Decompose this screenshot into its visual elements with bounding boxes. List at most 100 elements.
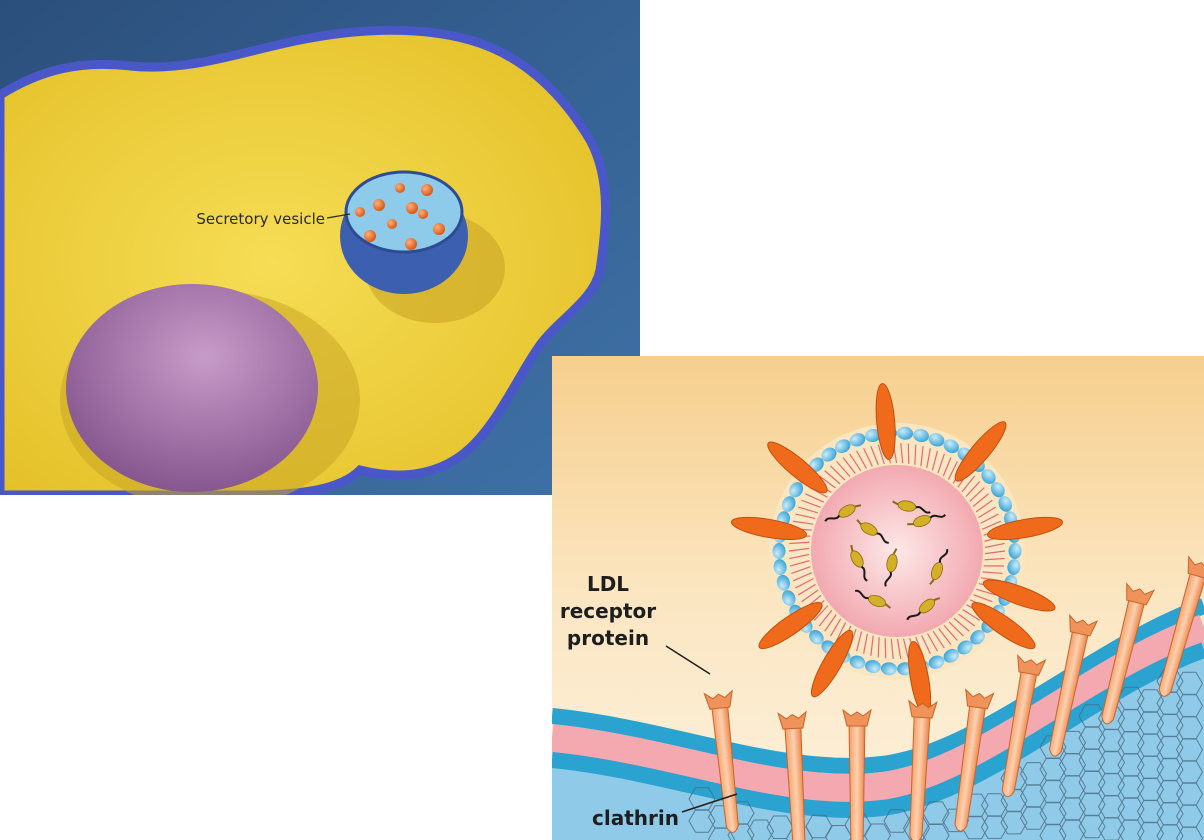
phospholipid-head <box>809 630 824 645</box>
phospholipid-tail <box>984 542 1005 549</box>
granule <box>364 230 376 242</box>
phospholipid-head <box>1007 559 1021 576</box>
phospholipid-head <box>990 482 1005 498</box>
ldl-receptor <box>1101 582 1155 725</box>
membrane-outer-leaflet <box>552 598 1204 774</box>
phospholipid-tail <box>942 457 952 477</box>
clathrin-hex <box>1156 824 1184 840</box>
clathrin-hex <box>805 814 833 839</box>
cell-illustration-panel: Secretory vesicle <box>0 0 640 495</box>
phospholipid-head <box>849 655 866 669</box>
ldl-receptor <box>1001 654 1047 798</box>
phospholipid-tail <box>818 475 836 489</box>
phospholipid-tail <box>937 453 945 474</box>
phospholipid-head <box>928 433 945 447</box>
clathrin-hex <box>727 823 755 840</box>
receptor-label-leader <box>665 645 711 675</box>
clathrin-hex <box>1136 821 1165 840</box>
cholesteryl-ester <box>892 500 931 514</box>
ldl-particle <box>731 383 1063 717</box>
phospholipid-head <box>970 630 985 645</box>
ldl-receptor <box>842 708 872 840</box>
phospholipid-tail <box>973 594 993 603</box>
phospholipid-tail <box>965 481 981 497</box>
phospholipid-head <box>928 655 945 669</box>
clathrin-hex <box>980 815 1009 839</box>
phospholipid-tail <box>931 450 939 471</box>
phospholipid-tail <box>969 487 985 502</box>
phospholipid-tail <box>976 588 996 596</box>
granule <box>406 202 418 214</box>
phospholipid-tail <box>856 450 868 469</box>
phospholipid-head <box>782 496 796 512</box>
phospholipid-tail <box>890 638 894 659</box>
phospholipid-head <box>943 648 959 663</box>
phospholipid-tail <box>863 448 873 467</box>
phospholipid-head <box>880 662 897 676</box>
clathrin-hex <box>1058 819 1087 840</box>
apoprotein <box>810 629 854 698</box>
cholesteryl-ester <box>824 504 862 522</box>
phospholipid-tail <box>920 446 924 467</box>
phospholipid-tail <box>932 630 945 649</box>
ldl-receptor-label-line3: protein <box>567 626 649 650</box>
phospholipid-tail <box>877 444 885 465</box>
phospholipid-tail <box>961 475 976 493</box>
granule <box>373 199 385 211</box>
nucleus <box>66 284 318 492</box>
apoprotein <box>971 602 1036 650</box>
cholesteryl-ester <box>854 589 892 609</box>
clathrin-hex <box>688 809 716 833</box>
phospholipid-tail <box>896 638 902 660</box>
ldl-receptors <box>703 555 1204 840</box>
clathrin-hex <box>1117 819 1145 840</box>
phospholipid-tail <box>900 443 904 464</box>
phospholipid-tail <box>836 461 851 477</box>
phospholipid-head <box>782 590 796 606</box>
phospholipid-tail <box>801 499 821 508</box>
phospholipid-tail <box>836 622 847 641</box>
cholesteryl-ester <box>850 544 868 582</box>
phospholipid-tail <box>788 547 810 552</box>
granule <box>433 223 445 235</box>
granule <box>421 184 433 196</box>
membrane-inner-leaflet <box>552 642 1204 818</box>
phospholipid-tail <box>947 461 958 480</box>
ldl-receptor <box>777 710 807 840</box>
clathrin-hex <box>883 809 911 833</box>
phospholipid-tail <box>938 628 952 645</box>
lipid-core <box>811 465 983 637</box>
phospholipid-head <box>849 433 866 447</box>
phospholipid-tail <box>975 499 993 513</box>
phospholipid-tail <box>870 635 874 656</box>
ldl-receptor <box>954 688 995 832</box>
phospholipid-tail <box>926 448 931 469</box>
clathrin-hex <box>1175 826 1204 840</box>
clathrin-hex <box>1039 823 1067 840</box>
ldl-receptor <box>908 699 938 840</box>
phospholipid-head <box>821 447 837 462</box>
ldl-receptor <box>703 689 739 833</box>
phospholipid-tail <box>907 443 910 464</box>
phospholipid-tail <box>902 638 909 659</box>
phospholipid-tail <box>870 445 879 466</box>
cholesteryl-esters <box>824 500 949 621</box>
phospholipid-tail <box>813 605 829 621</box>
phospholipid-head <box>981 469 996 484</box>
phospholipid-tail <box>793 520 814 525</box>
phospholipid-tail <box>789 541 810 545</box>
phospholipid-head <box>1008 543 1022 559</box>
cholesteryl-ester <box>929 548 949 586</box>
apoprotein <box>954 421 1007 482</box>
cholesteryl-ester <box>884 548 898 587</box>
phospholipid-head <box>773 559 787 576</box>
phospholipid-tail <box>789 560 810 567</box>
clathrin-label-leader <box>681 793 738 813</box>
phospholipid-tail <box>818 609 833 627</box>
phospholipid-tail <box>926 633 938 652</box>
phospholipid-tail <box>824 470 841 485</box>
cholesteryl-ester <box>856 519 889 544</box>
granule <box>387 219 397 229</box>
clathrin-hex <box>922 823 950 840</box>
apoprotein <box>731 516 807 540</box>
